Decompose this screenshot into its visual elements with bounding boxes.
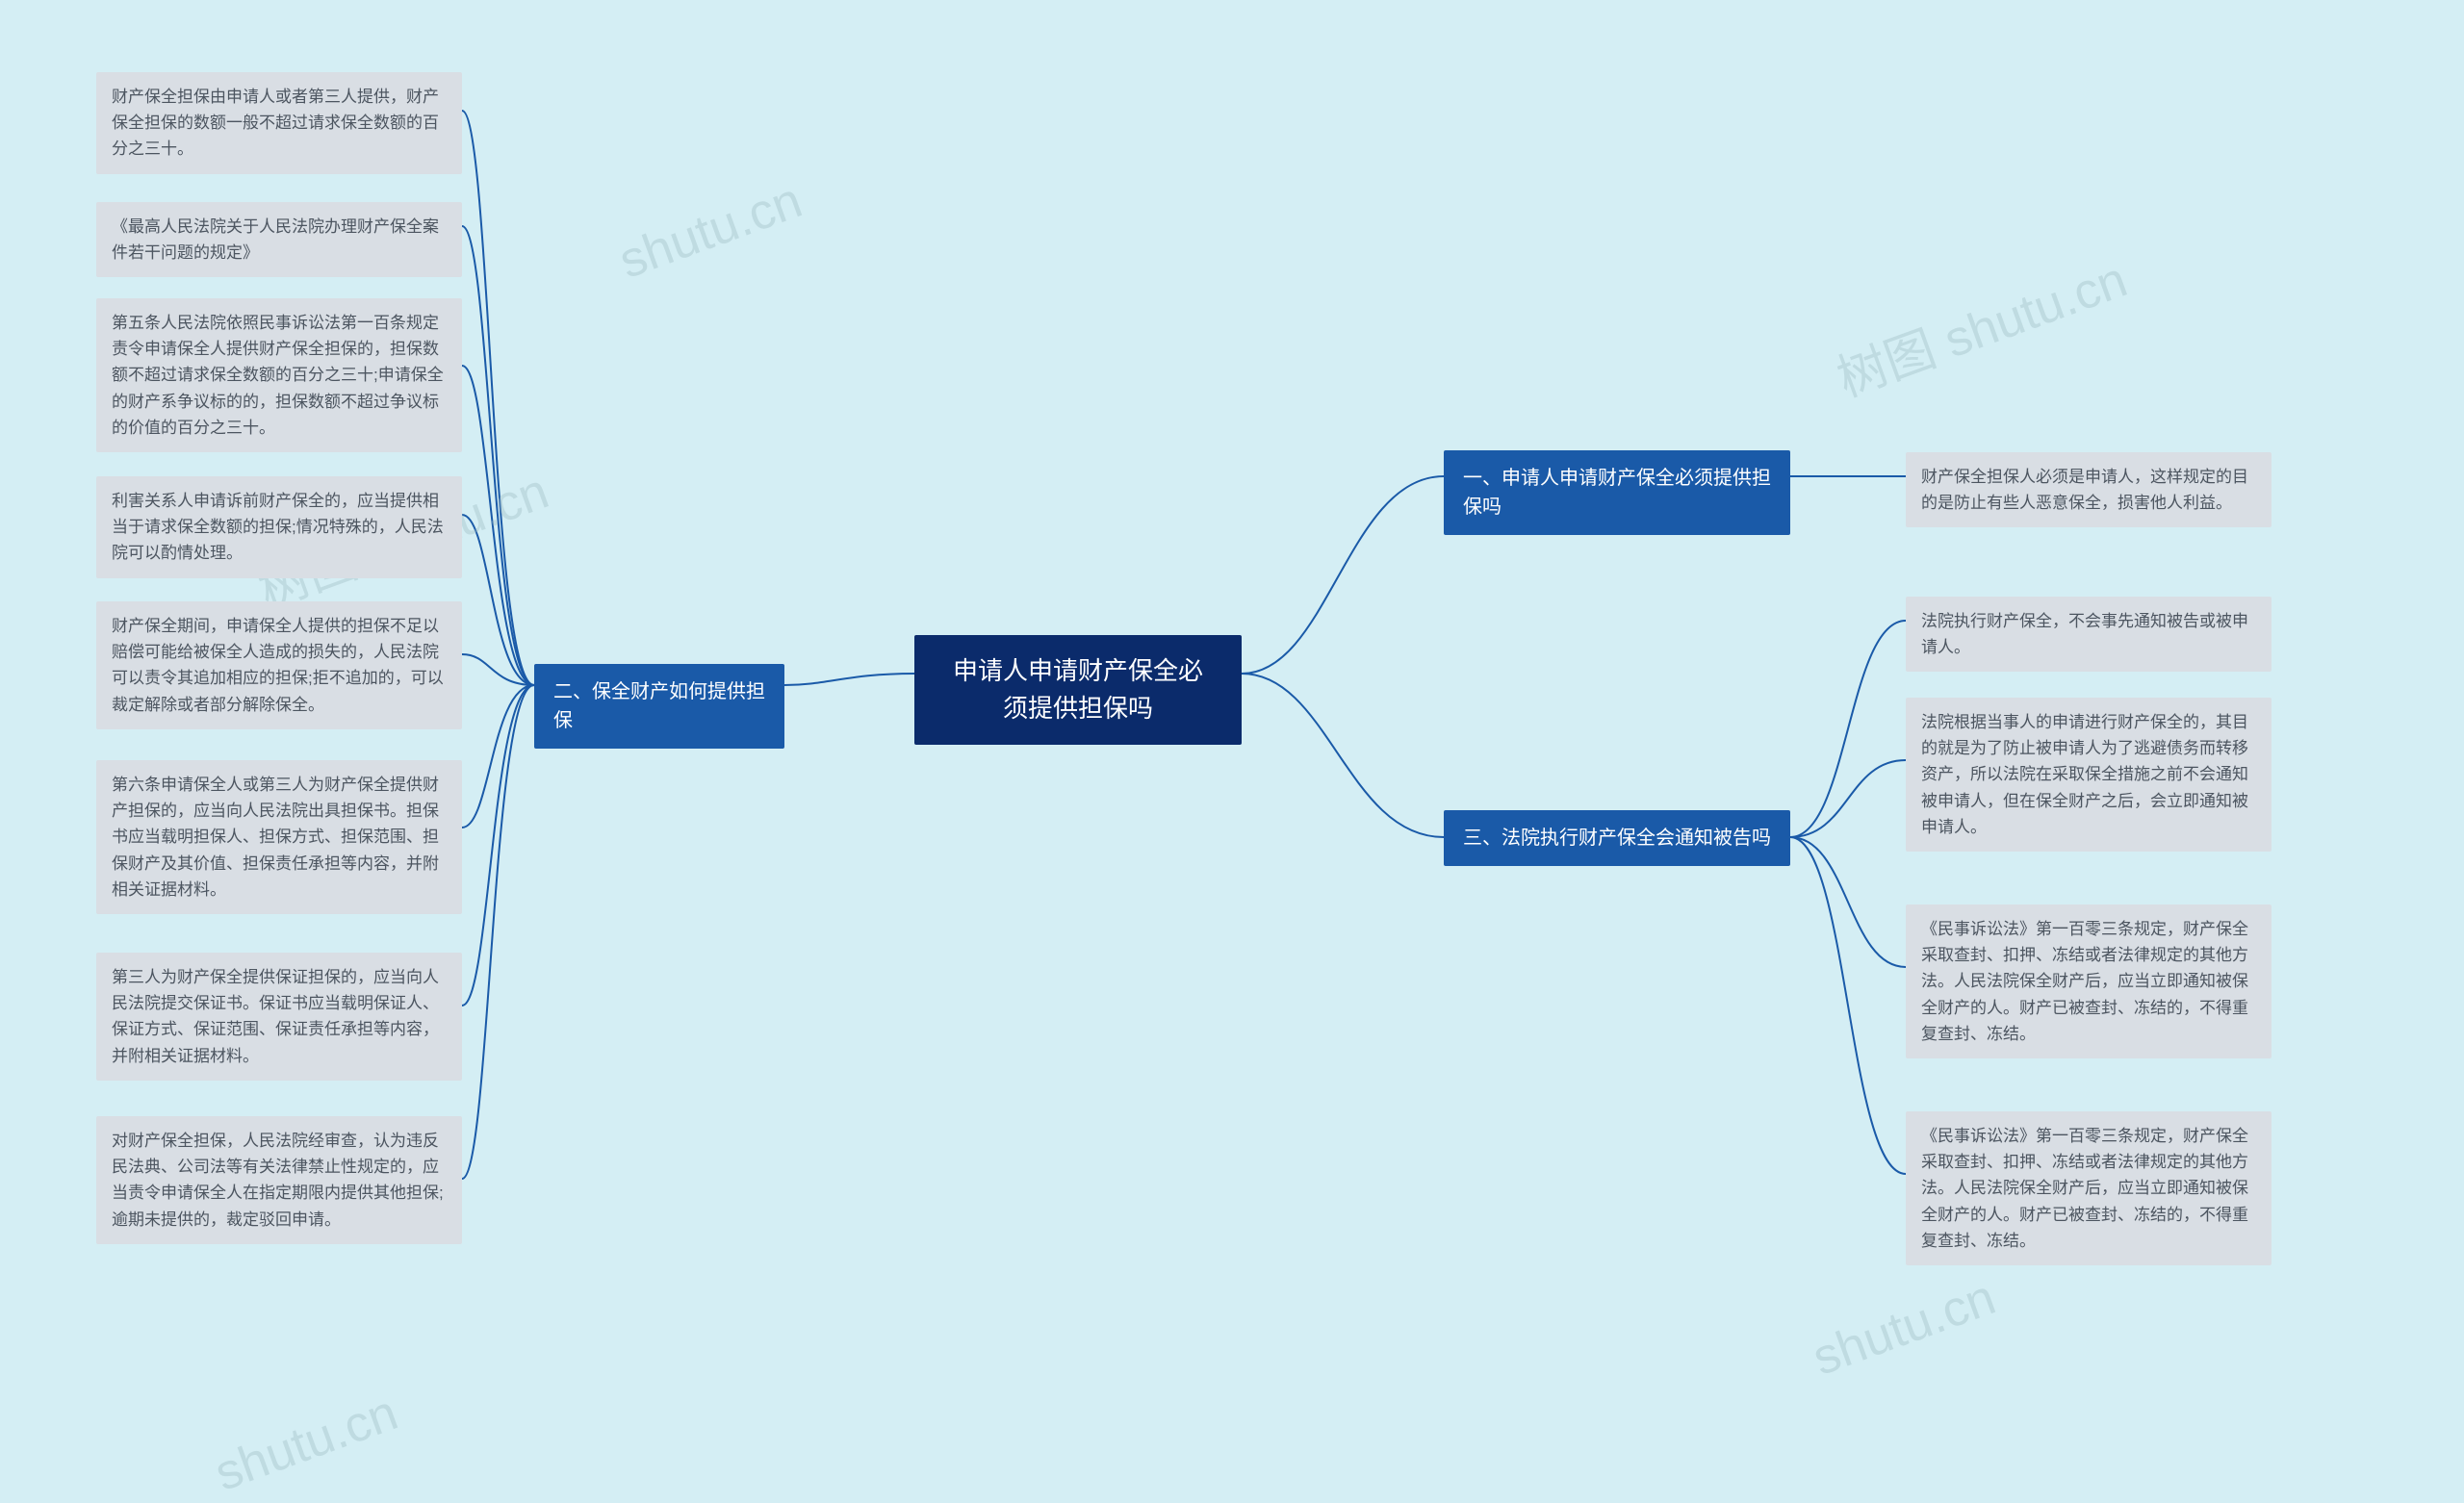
leaf-node: 《民事诉讼法》第一百零三条规定，财产保全采取查封、扣押、冻结或者法律规定的其他方… <box>1906 904 2272 1058</box>
leaf-node: 财产保全担保人必须是申请人，这样规定的目的是防止有些人恶意保全，损害他人利益。 <box>1906 452 2272 527</box>
root-node: 申请人申请财产保全必须提供担保吗 <box>914 635 1242 745</box>
leaf-node: 《民事诉讼法》第一百零三条规定，财产保全采取查封、扣押、冻结或者法律规定的其他方… <box>1906 1111 2272 1265</box>
leaf-node: 第五条人民法院依照民事诉讼法第一百条规定责令申请保全人提供财产保全担保的，担保数… <box>96 298 462 452</box>
leaf-node: 《最高人民法院关于人民法院办理财产保全案件若干问题的规定》 <box>96 202 462 277</box>
watermark: shutu.cn <box>612 171 809 291</box>
leaf-node: 第三人为财产保全提供保证担保的，应当向人民法院提交保证书。保证书应当载明保证人、… <box>96 953 462 1081</box>
leaf-node: 第六条申请保全人或第三人为财产保全提供财产担保的，应当向人民法院出具担保书。担保… <box>96 760 462 914</box>
leaf-node: 利害关系人申请诉前财产保全的，应当提供相当于请求保全数额的担保;情况特殊的，人民… <box>96 476 462 578</box>
leaf-node: 对财产保全担保，人民法院经审查，认为违反民法典、公司法等有关法律禁止性规定的，应… <box>96 1116 462 1244</box>
leaf-node: 财产保全期间，申请保全人提供的担保不足以赔偿可能给被保全人造成的损失的，人民法院… <box>96 601 462 729</box>
leaf-node: 财产保全担保由申请人或者第三人提供，财产保全担保的数额一般不超过请求保全数额的百… <box>96 72 462 174</box>
branch-node-3: 三、法院执行财产保全会通知被告吗 <box>1444 810 1790 866</box>
leaf-node: 法院根据当事人的申请进行财产保全的，其目的就是为了防止被申请人为了逃避债务而转移… <box>1906 698 2272 852</box>
branch-node-2: 二、保全财产如何提供担保 <box>534 664 784 749</box>
watermark: 树图 shutu.cn <box>1826 239 2136 410</box>
branch-node-1: 一、申请人申请财产保全必须提供担保吗 <box>1444 450 1790 535</box>
watermark: shutu.cn <box>208 1384 405 1503</box>
watermark: shutu.cn <box>1806 1268 2003 1388</box>
leaf-node: 法院执行财产保全，不会事先通知被告或被申请人。 <box>1906 597 2272 672</box>
